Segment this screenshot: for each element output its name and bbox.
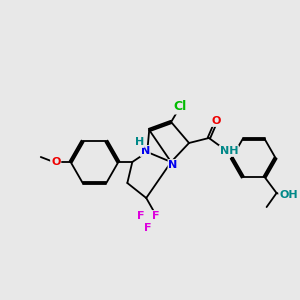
Text: N: N — [141, 146, 150, 156]
Text: F: F — [136, 211, 144, 221]
Text: N: N — [169, 160, 178, 170]
Text: NH: NH — [220, 146, 238, 156]
Text: O: O — [211, 116, 220, 126]
Text: O: O — [51, 157, 60, 167]
Text: H: H — [135, 137, 144, 147]
Text: OH: OH — [279, 190, 298, 200]
Text: Cl: Cl — [173, 100, 187, 113]
Text: F: F — [152, 211, 160, 221]
Text: F: F — [145, 223, 152, 233]
